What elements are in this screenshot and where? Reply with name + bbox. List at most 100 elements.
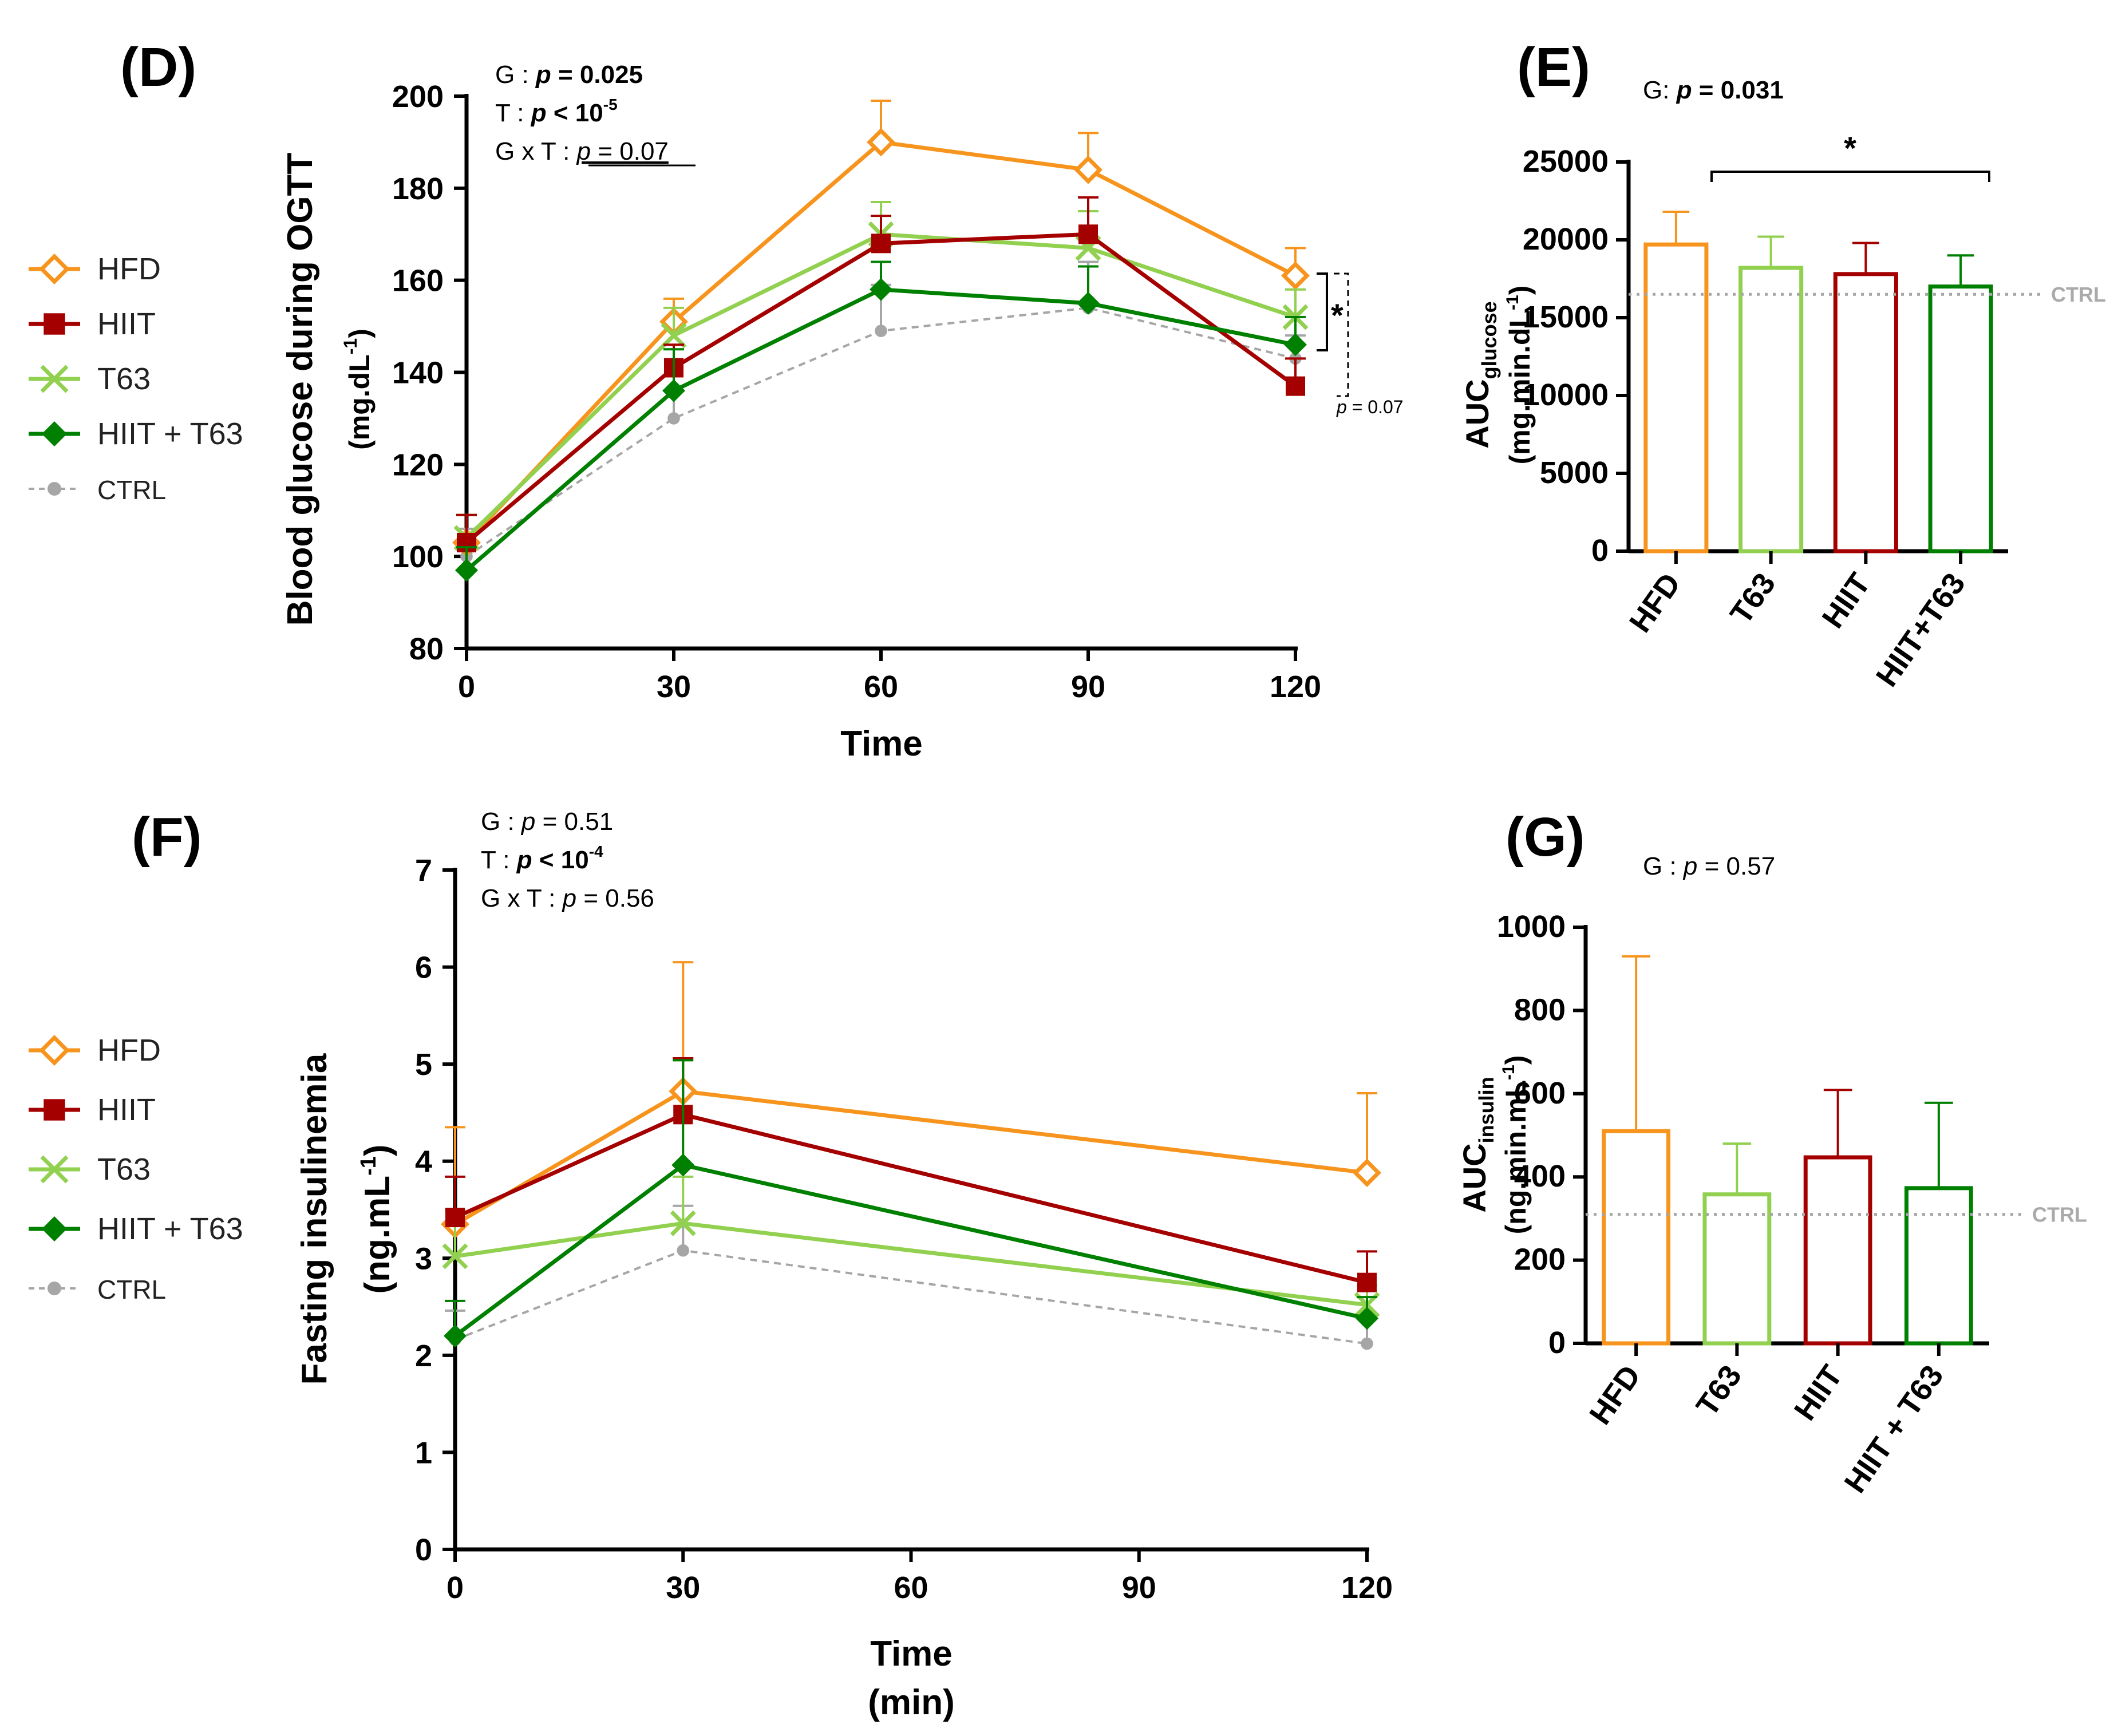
panel-f-series-hiit (445, 1057, 1377, 1292)
panel-f-xtick-label: 60 (894, 1571, 928, 1605)
legend-marker-hfd (39, 254, 70, 284)
panel-d-xlabel: Time (840, 724, 923, 764)
panel-d-sig-bracket (1317, 272, 1328, 351)
panel-d-stat-gxt: G x T : p = 0.07 (495, 137, 669, 165)
panel-d-point-ctrl (667, 412, 680, 425)
panel-d-xtick-label: 60 (864, 670, 898, 704)
panel-g-category-label-hiit: HIIT (1788, 1359, 1850, 1426)
panel-label-d: (D) (120, 37, 196, 98)
panel-f-xlabel: Time (870, 1634, 953, 1674)
panel-d-xtick-label: 0 (458, 670, 475, 704)
panel-g-yunit: (ng.min.mL-1) (1499, 1055, 1532, 1235)
panel-g-category-label-t63: T63 (1690, 1359, 1749, 1422)
panel-f-xtick-label: 120 (1341, 1571, 1393, 1605)
panel-d-series-hiit-plus-t63 (455, 260, 1307, 582)
legend-marker-t63 (40, 1155, 69, 1184)
panel-d-plot (452, 100, 1310, 582)
panel-f-yunit: (ng.mL-1) (357, 1144, 397, 1294)
panel-e-ytick-label: 5000 (1540, 456, 1609, 490)
panel-f-point-hiit (445, 1208, 465, 1228)
panel-e-ctrl-label: CTRL (2051, 283, 2106, 306)
legend-label-hiit: HIIT (97, 307, 156, 341)
legend-label-hiit-plus-t63: HIIT + T63 (97, 417, 243, 451)
legend-label-hfd: HFD (97, 252, 161, 286)
panel-d-sig-star: * (1331, 297, 1344, 333)
panel-f-point-hfd (1353, 1158, 1381, 1188)
panel-e-category-label-hiit-plus-t63: HIIT+T63 (1870, 567, 1972, 693)
panel-g-auc-insulin: (G) G : p = 0.57 AUCinsulin (ng.min.mL-1… (1456, 806, 2087, 1499)
panel-e-bar-hfd (1643, 242, 1709, 553)
panel-f-ytick-label: 6 (415, 951, 432, 985)
panel-f-insulinemia: (F) HFD HIIT T63 HIIT + T63 CTRL G : p = 0.5… (29, 806, 1393, 1722)
panel-d-ytick-label: 200 (392, 80, 444, 114)
panel-d-ytick-label: 80 (409, 632, 444, 666)
panel-e-bar-hiit-plus-t63 (1928, 284, 1993, 553)
panel-g-ytick-label: 800 (1514, 992, 1566, 1027)
panel-f-point-hiit-plus-t63 (444, 1324, 467, 1347)
panel-f-axes: 0 1 2 3 4 5 6 7 0 30 60 90 120 (415, 853, 1393, 1605)
panel-d-series-ctrl (456, 260, 1306, 563)
panel-d-point-hiit-plus-t63 (870, 278, 892, 301)
panel-f-xtick-label: 90 (1122, 1571, 1156, 1605)
panel-d-trend-note: p = 0.07 (1336, 397, 1404, 417)
panel-f-ytick-label: 1 (415, 1436, 432, 1470)
panel-d-point-hiit-plus-t63 (1077, 291, 1100, 315)
panel-e-ytick-label: 20000 (1523, 222, 1609, 256)
panel-f-point-hiit-plus-t63 (1356, 1307, 1378, 1330)
panel-e-category-label-hfd: HFD (1623, 567, 1688, 638)
panel-e-ytick-label: 10000 (1523, 378, 1609, 412)
panel-label-f: (F) (132, 806, 202, 868)
legend-marker-hiit-plus-t63 (42, 421, 67, 446)
panel-d-series-hiit (456, 196, 1306, 553)
panel-e-bar-hiit (1833, 272, 1898, 553)
panel-g-bar-group-hfd: HFD (1583, 955, 1671, 1431)
panel-g-ytick-label: 600 (1514, 1076, 1566, 1110)
legend-label-hiit-plus-t63: HIIT + T63 (97, 1212, 243, 1246)
panel-d-yunit: (mg.dL-1) (340, 329, 376, 450)
panel-d-point-hiit (1078, 224, 1098, 244)
legend-label-ctrl: CTRL (97, 475, 166, 505)
panel-f-xunit: (min) (868, 1683, 955, 1722)
panel-e-bar-group-hiit: HIIT (1816, 242, 1898, 634)
panel-e-sig-star: * (1844, 130, 1856, 166)
panel-f-point-ctrl (1361, 1337, 1373, 1350)
panel-d-ytick-label: 180 (392, 172, 444, 206)
panel-d-series-t63 (453, 200, 1309, 551)
panel-g-ytick-label: 1000 (1497, 909, 1566, 944)
panel-g-category-label-hiit-plus-t63: HIIT + T63 (1838, 1359, 1950, 1499)
panel-g-bar-hiit (1803, 1155, 1872, 1346)
panel-g-bar-hfd (1602, 1129, 1671, 1346)
panel-e-stat-g: G: p = 0.031 (1643, 76, 1784, 104)
legend-marker-hfd (39, 1035, 70, 1066)
legend-marker-hiit (44, 1099, 65, 1121)
legend-label-hiit: HIIT (97, 1093, 156, 1127)
panel-d-ytick-label: 120 (392, 448, 444, 482)
panel-f-stat-gxt: G x T : p = 0.56 (481, 884, 654, 912)
panel-e-auc-glucose: (E) G: p = 0.031 AUCglucose (mg.min.dL-1… (1459, 37, 2106, 693)
panel-f-point-t63 (442, 1243, 468, 1270)
panel-g-bar-group-t63: T63 (1690, 1142, 1772, 1422)
panel-d-line-ctrl (465, 306, 1296, 557)
legend-marker-ctrl (48, 1282, 61, 1295)
panel-g-bar-group-hiit: HIIT (1788, 1089, 1872, 1426)
legend-marker-t63 (40, 365, 69, 393)
panel-f-point-t63 (670, 1210, 696, 1236)
panel-f-series-t63 (442, 1175, 1380, 1318)
legend-label-t63: T63 (97, 362, 151, 396)
panel-e-bar-group-hfd: HFD (1623, 211, 1709, 639)
panel-e-plot: 0 5000 10000 15000 20000 25000 HFD T63 HIITHIIT+… (1523, 144, 2106, 693)
panel-d-point-hfd (1281, 261, 1310, 290)
panel-d-point-hiit-plus-t63 (662, 379, 685, 402)
panel-e-ylabel: AUCglucose (1459, 301, 1501, 448)
panel-f-line-hiit (454, 1112, 1368, 1285)
legend-label-t63: T63 (97, 1152, 151, 1187)
panel-f-point-hiit (1357, 1272, 1377, 1292)
panel-g-ctrl-label: CTRL (2032, 1203, 2087, 1227)
panel-d-point-hfd (1074, 155, 1103, 184)
panel-g-category-label-hfd: HFD (1583, 1359, 1647, 1430)
legend-marker-hiit-plus-t63 (42, 1216, 67, 1241)
panel-d-point-hiit-plus-t63 (455, 559, 478, 582)
panel-d-trend-bracket (1334, 272, 1349, 397)
